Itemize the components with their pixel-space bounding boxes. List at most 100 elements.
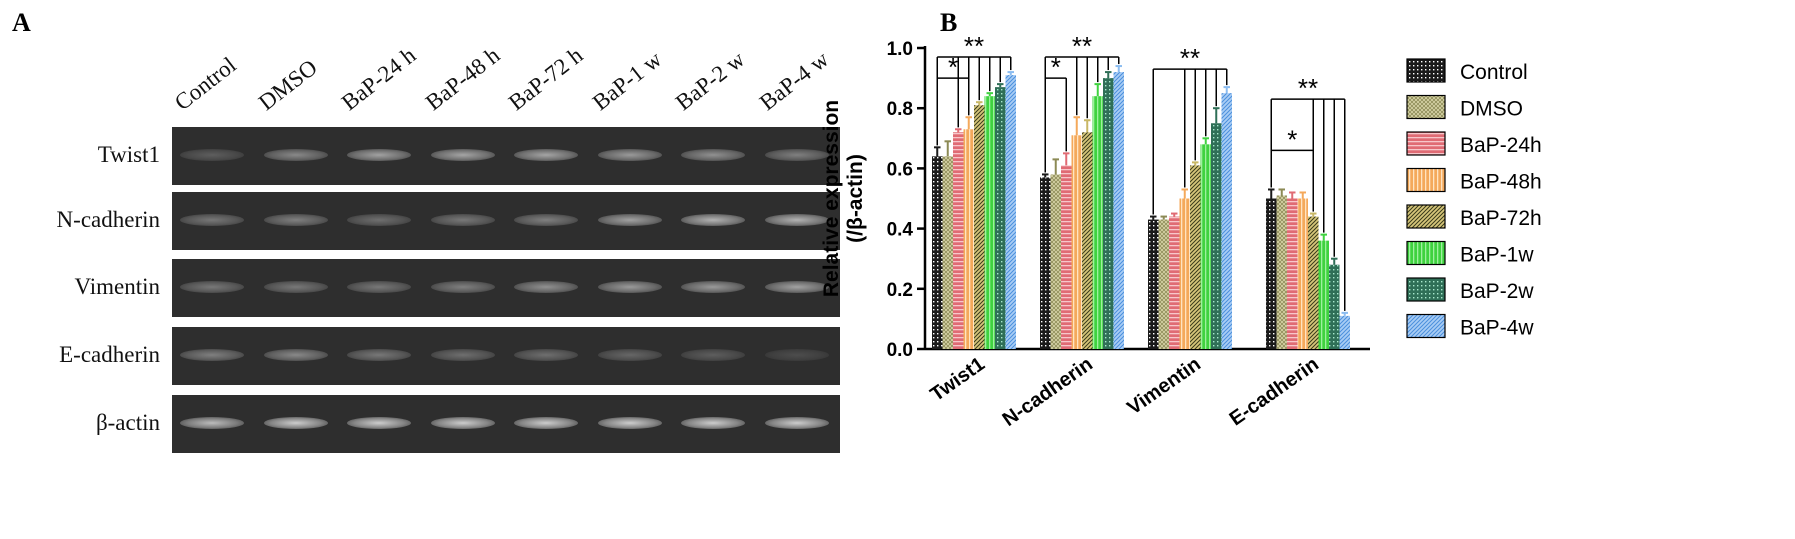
bar xyxy=(942,156,953,349)
gel-row-label: β-actin xyxy=(95,410,160,435)
gel-band xyxy=(597,281,662,293)
gel-band xyxy=(347,281,411,293)
bar xyxy=(1221,93,1232,350)
bar xyxy=(1276,195,1287,349)
x-tick-label: E-cadherin xyxy=(1226,353,1323,430)
gel-band xyxy=(764,349,829,361)
sig-label: ** xyxy=(1298,73,1318,103)
gel-band xyxy=(597,149,662,161)
legend-swatch xyxy=(1406,204,1446,229)
sig-label: ** xyxy=(1072,31,1092,61)
legend-swatch xyxy=(1406,313,1446,339)
gel-band xyxy=(263,281,328,293)
gel-band xyxy=(764,149,829,161)
gel-band xyxy=(180,214,244,226)
legend-label: BaP-2w xyxy=(1460,280,1534,303)
gel-band xyxy=(263,349,328,361)
gel-band xyxy=(347,349,411,361)
gel-band xyxy=(430,214,495,226)
bar xyxy=(1103,78,1114,349)
gel-band xyxy=(764,281,829,293)
gel-band xyxy=(597,417,662,429)
bar xyxy=(1190,165,1201,349)
bar xyxy=(1061,165,1072,349)
gel-band xyxy=(430,417,495,429)
gel-row xyxy=(172,259,840,317)
gel-row xyxy=(172,192,840,250)
y-tick-label: 1.0 xyxy=(887,39,913,60)
gel-band xyxy=(347,214,411,226)
gel-band xyxy=(347,417,411,429)
bar xyxy=(1287,198,1298,349)
gel-band xyxy=(180,417,244,429)
gel-band xyxy=(514,281,578,293)
y-tick-label: 0.6 xyxy=(887,159,913,180)
gel-band xyxy=(681,149,745,161)
gel-band xyxy=(263,149,328,161)
gel-band xyxy=(180,349,244,361)
bar xyxy=(1200,144,1211,349)
gel-band xyxy=(263,417,328,429)
gel-row xyxy=(172,327,840,385)
y-axis-label-unit: (/β-actin) xyxy=(844,154,867,243)
gel-band xyxy=(514,149,578,161)
gel-band xyxy=(430,149,495,161)
legend-swatch xyxy=(1406,240,1446,266)
gel-row-label: N-cadherin xyxy=(56,207,160,232)
y-tick-label: 0.4 xyxy=(887,220,914,241)
sig-label: * xyxy=(1051,52,1061,82)
chart-legend: Control DMSO BaP-24h BaP-48h BaP-72h BaP-1w Ba… xyxy=(1406,58,1542,340)
sig-label: ** xyxy=(1180,43,1200,73)
bar xyxy=(1339,315,1350,349)
gel-row xyxy=(172,127,840,185)
bar xyxy=(984,96,995,349)
bar xyxy=(1179,198,1190,349)
gel-row-label: E-cadherin xyxy=(59,342,160,367)
x-tick-label: N-cadherin xyxy=(999,353,1097,431)
gel-band xyxy=(764,417,829,429)
legend-swatch xyxy=(1406,94,1446,120)
y-tick-label: 0.0 xyxy=(887,340,913,361)
panel-letter-a: A xyxy=(12,8,31,37)
gel-band xyxy=(430,281,495,293)
gel-band xyxy=(597,214,662,226)
gel-panel: A Control DMSO BaP-24 h BaP-48 h BaP-72 h BaP… xyxy=(0,0,860,539)
bar xyxy=(974,105,985,349)
chart-axes: 0.0 0.2 0.4 0.6 0.8 1.0 xyxy=(887,39,1370,361)
bar xyxy=(1148,219,1159,349)
legend-swatch xyxy=(1406,131,1446,156)
gel-row-label: Twist1 xyxy=(97,142,160,167)
legend-label: BaP-24h xyxy=(1460,134,1542,157)
bar xyxy=(1158,219,1169,349)
legend-label: Control xyxy=(1460,61,1528,84)
y-tick-label: 0.2 xyxy=(887,280,913,301)
legend-label: BaP-72h xyxy=(1460,207,1542,230)
bar xyxy=(1040,177,1051,349)
sig-label: * xyxy=(1287,124,1297,154)
bar xyxy=(1211,123,1222,349)
bar xyxy=(1308,216,1319,349)
gel-band xyxy=(681,417,745,429)
bar xyxy=(1082,132,1093,349)
bar xyxy=(1050,174,1061,349)
gel-band xyxy=(180,149,244,161)
gel-band xyxy=(180,281,244,293)
gel-band xyxy=(514,349,578,361)
gel-band xyxy=(263,214,328,226)
significance-brackets: ****** ***** xyxy=(936,31,1346,311)
y-tick-label: 0.8 xyxy=(887,99,913,120)
gel-band xyxy=(430,349,495,361)
bar xyxy=(963,129,974,349)
gel-band xyxy=(597,349,662,361)
panel-letter-b: B xyxy=(940,8,958,37)
bar xyxy=(1169,216,1180,349)
bar xyxy=(932,156,943,349)
sig-label: * xyxy=(948,52,958,82)
bar xyxy=(995,87,1006,349)
gel-band xyxy=(514,214,578,226)
gel-row-label: Vimentin xyxy=(74,274,161,299)
bar xyxy=(1071,135,1082,349)
gel-band xyxy=(681,281,745,293)
x-tick-label: Twist1 xyxy=(926,353,988,406)
chart-bars: Twist1 N-cadherin Vimentin E-cadherin xyxy=(926,65,1350,431)
